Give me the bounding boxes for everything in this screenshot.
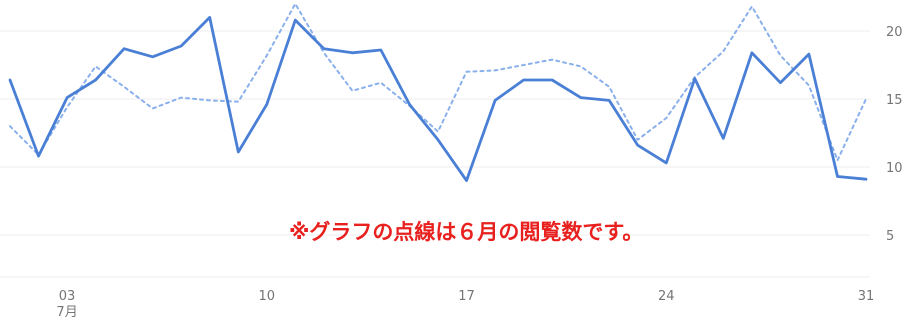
y-tick-label: 15: [886, 93, 903, 108]
x-tick-label: 03: [59, 289, 76, 304]
x-tick-label: 31: [858, 289, 875, 304]
series-line-dotted: [9, 2, 867, 162]
grid-lines: [0, 30, 870, 278]
y-tick-label: 10: [886, 161, 903, 176]
series-line-solid: [8, 15, 868, 183]
y-axis-ticks: 20 15 10 5: [886, 25, 903, 244]
y-tick-label: 20: [886, 25, 903, 40]
series-layer: [8, 2, 868, 183]
x-tick-label: 17: [458, 289, 475, 304]
x-tick-sublabel: 7月: [56, 305, 77, 320]
y-tick-label: 5: [886, 229, 894, 244]
x-tick-label: 24: [658, 289, 675, 304]
x-tick-label: 10: [259, 289, 276, 304]
chart-annotation: ※グラフの点線は６月の閲覧数です。: [289, 220, 643, 244]
